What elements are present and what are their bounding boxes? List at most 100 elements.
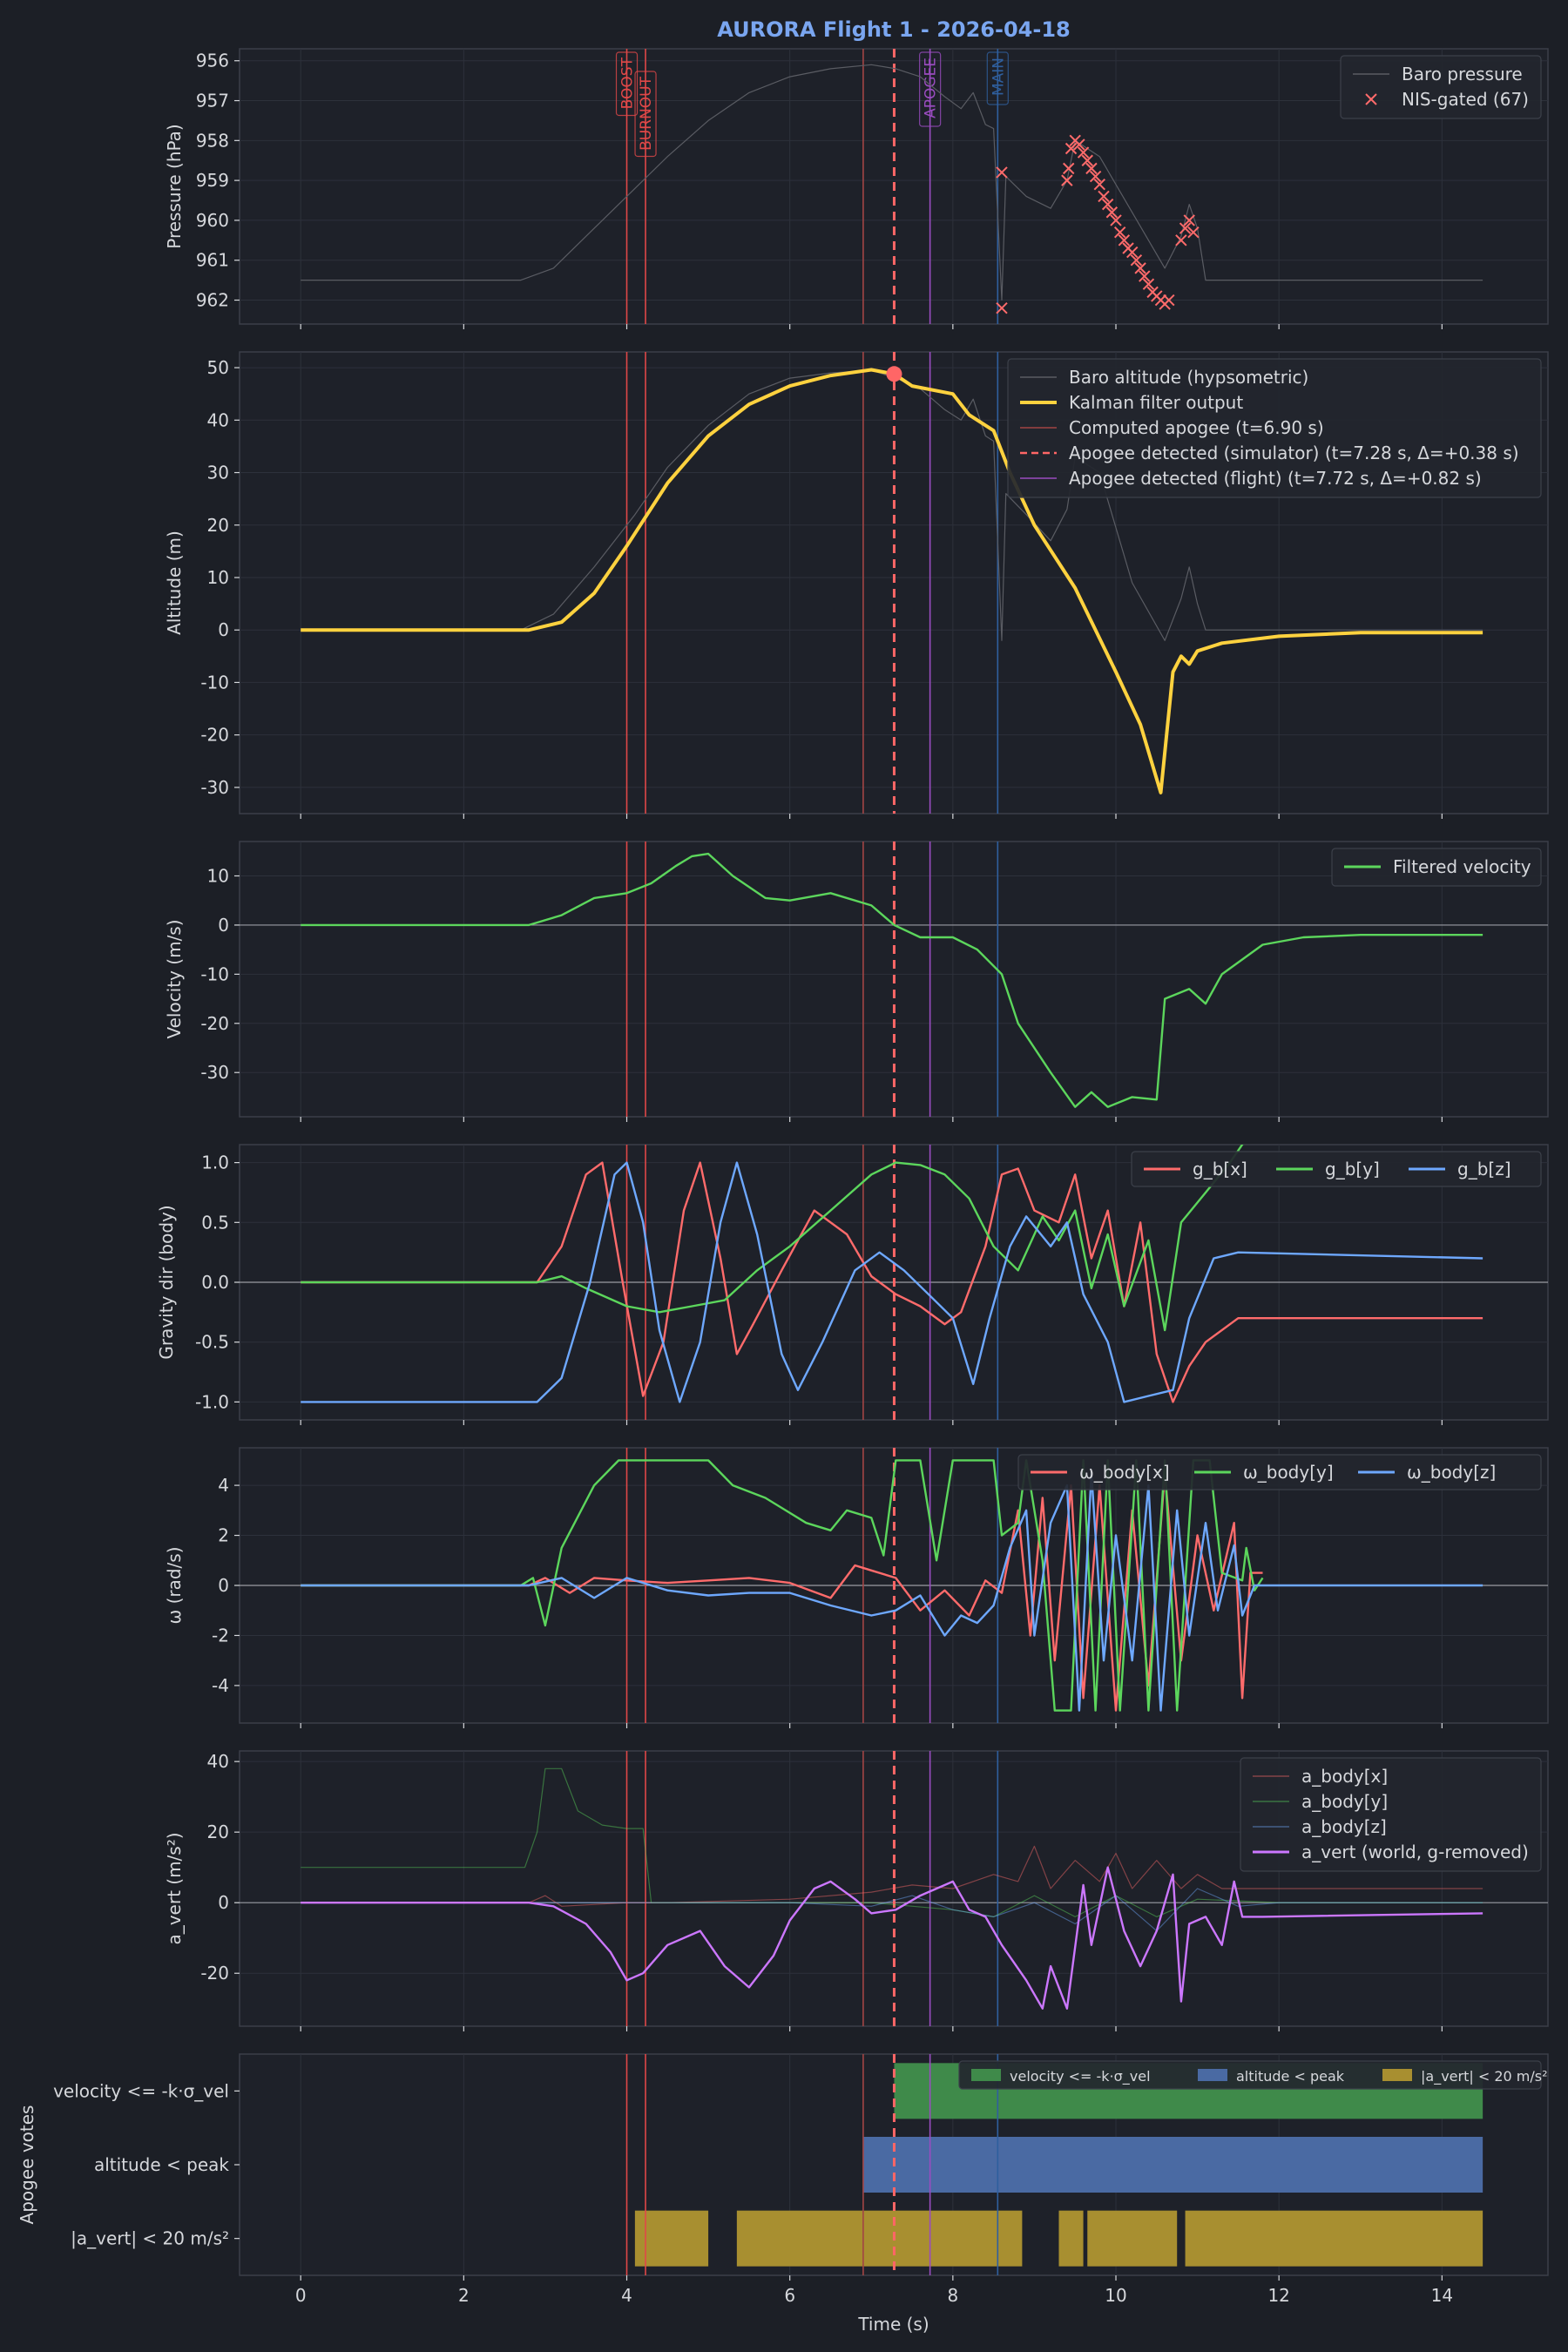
nis-gated-marker	[1142, 278, 1155, 290]
panels: 956 957 958 959 960 961 962 Pressure (hPa) BOOST…	[17, 48, 1549, 2306]
y-tick-label: 960	[196, 210, 229, 231]
legend: ω_body[x] ω_body[y] ω_body[z]	[1017, 1454, 1542, 1490]
y-tick-label: 956	[196, 51, 229, 71]
nis-gated-marker	[1179, 222, 1192, 234]
figure-title: AURORA Flight 1 - 2026-04-18	[717, 17, 1070, 42]
y-tick-label: -20	[200, 1963, 229, 1984]
series-line-a-vert-world-g-removed-	[301, 1866, 1484, 2010]
legend-label: g_b[x]	[1193, 1159, 1247, 1179]
y-axis-label: a_vert (m/s²)	[164, 1832, 185, 1944]
y-tick-label: -10	[200, 963, 229, 984]
event-label: BOOST	[619, 57, 637, 109]
event-label-box	[919, 51, 942, 127]
y-tick-label: 30	[207, 463, 229, 483]
y-tick-label: 40	[207, 1751, 229, 1772]
series-group	[301, 1145, 1484, 1403]
legend-frame	[1131, 1151, 1542, 1187]
vote-row-label: altitude < peak	[94, 2154, 229, 2175]
series-line-a-body-y-	[301, 1767, 1484, 1917]
nis-gated-marker	[1081, 154, 1093, 166]
nis-gated-marker	[996, 301, 1008, 314]
nis-gated-marker	[1077, 146, 1090, 159]
x-tick-label: 14	[1431, 2285, 1453, 2306]
y-tick-label: 1.0	[201, 1152, 229, 1173]
nis-gated-marker	[1101, 198, 1114, 211]
legend-label: Apogee detected (flight) (t=7.72 s, Δ=+0…	[1069, 468, 1482, 489]
vote-bar	[862, 2137, 1484, 2193]
legend: velocity <= -k·σ_vel altitude < peak |a_ve…	[958, 2060, 1548, 2090]
series-group	[301, 852, 1484, 1108]
y-tick-label: -20	[200, 1013, 229, 1034]
vote-row-label: velocity <= -k·σ_vel	[53, 2080, 229, 2101]
y-tick-label: -20	[200, 725, 229, 746]
panel-omega: 420-2-4ω (rad/s)ω_body[x] ω_body[y] ω_body…	[164, 1447, 1549, 1728]
legend-label: NIS-gated (67)	[1402, 89, 1529, 110]
legend-frame	[1007, 358, 1542, 498]
nis-gated-marker	[1126, 246, 1139, 259]
legend: Filtered velocity	[1331, 848, 1542, 887]
series-line-a-body-x-	[301, 1845, 1484, 1907]
y-tick-label: 0	[218, 915, 229, 936]
legend-swatch	[971, 2069, 1001, 2081]
legend-frame	[1331, 848, 1542, 887]
nis-gated-marker	[1139, 270, 1151, 282]
nis-gated-marker	[1187, 226, 1200, 239]
series-line-g-b-x-	[301, 1161, 1484, 1403]
legend-label: g_b[y]	[1325, 1159, 1380, 1179]
legend-label: Baro altitude (hypsometric)	[1069, 367, 1308, 388]
x-tick-label: 12	[1267, 2285, 1289, 2306]
y-tick-label: 0	[218, 1892, 229, 1913]
series-line--body-z-	[301, 1471, 1484, 1712]
nis-gated-marker	[1183, 214, 1195, 226]
legend-label: Kalman filter output	[1069, 392, 1243, 413]
nis-gated-marker	[1098, 190, 1110, 203]
legend-label: a_body[y]	[1301, 1791, 1388, 1812]
legend-label: altitude < peak	[1236, 2068, 1345, 2085]
vote-bar	[1087, 2210, 1178, 2267]
legend-label: ω_body[y]	[1243, 1462, 1334, 1483]
y-tick-label: 50	[207, 357, 229, 378]
event-label-box	[615, 51, 639, 117]
y-tick-label: -4	[212, 1675, 229, 1696]
nis-gated-marker	[1163, 294, 1175, 307]
y-axis-label: Gravity dir (body)	[156, 1205, 177, 1359]
y-tick-label: 0	[218, 1575, 229, 1596]
y-tick-label: 10	[207, 567, 229, 588]
panel-pressure: 956 957 958 959 960 961 962 Pressure (hPa) BOOST…	[164, 48, 1549, 329]
event-label-box	[986, 51, 1009, 105]
y-axis-label: Pressure (hPa)	[164, 124, 185, 248]
event-label: BURNOUT	[638, 76, 655, 150]
legend: Baro altitude (hypsometric) Kalman filter…	[1007, 358, 1542, 498]
series-line-a-body-z-	[301, 1888, 1484, 1932]
legend-swatch	[1382, 2069, 1412, 2081]
panel-altitude: 50 40 30 20 10 0 -10 -20 -30 Altitude (m) Baro alt…	[164, 351, 1549, 819]
nis-gated-marker	[1130, 254, 1143, 267]
series-group	[301, 1767, 1484, 2010]
series-line-kalman-filter-output	[301, 368, 1484, 794]
y-tick-label: 957	[196, 91, 229, 112]
y-tick-label: 962	[196, 290, 229, 311]
x-tick-label: 6	[784, 2285, 795, 2306]
legend-frame	[1340, 55, 1542, 119]
legend-frame	[1017, 1454, 1542, 1490]
series-group	[301, 366, 1484, 794]
nis-gated-marker	[1175, 234, 1187, 247]
y-tick-label: -1.0	[195, 1391, 229, 1412]
y-tick-label: 40	[207, 409, 229, 430]
y-tick-label: -0.5	[195, 1332, 229, 1353]
series-line-baro-altitude-hypsometric-	[301, 369, 1484, 641]
series-line-g-b-y-	[301, 1145, 1244, 1332]
legend-label: ω_body[x]	[1079, 1462, 1170, 1483]
y-axis-label: Velocity (m/s)	[164, 919, 185, 1038]
y-axis-label: Altitude (m)	[164, 531, 185, 635]
vote-bar	[1185, 2210, 1484, 2267]
legend-frame	[1240, 1757, 1542, 1872]
event-label: MAIN	[990, 57, 1007, 96]
y-tick-label: 4	[218, 1475, 229, 1496]
nis-gated-marker	[1085, 162, 1098, 175]
y-tick-label: -10	[200, 672, 229, 693]
legend-label: velocity <= -k·σ_vel	[1010, 2068, 1151, 2085]
series-line-baro-pressure	[301, 64, 1484, 301]
nis-gated-marker	[1134, 262, 1146, 274]
